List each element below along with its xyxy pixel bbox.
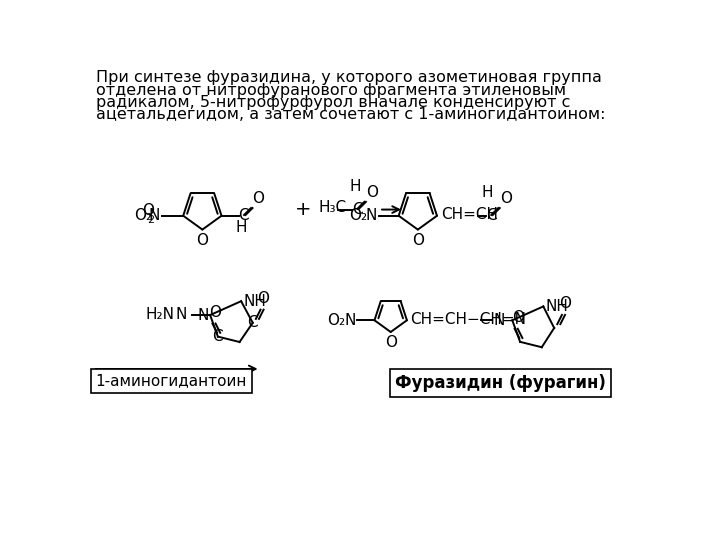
- Text: H₂N: H₂N: [145, 307, 174, 322]
- Text: N: N: [176, 307, 187, 322]
- Text: При синтезе фуразидина, у которого азометиновая группа: При синтезе фуразидина, у которого азоме…: [96, 70, 602, 85]
- Text: H: H: [482, 185, 493, 200]
- Text: 2: 2: [148, 215, 155, 225]
- Text: O: O: [258, 291, 269, 306]
- Text: N: N: [366, 208, 377, 223]
- Text: N: N: [494, 313, 505, 328]
- Text: C: C: [352, 202, 363, 217]
- Text: 1-аминогидантоин: 1-аминогидантоин: [96, 374, 247, 389]
- Text: O: O: [210, 305, 222, 320]
- Text: +: +: [295, 200, 311, 219]
- Text: O: O: [559, 296, 571, 311]
- Text: радикалом, 5-нитрофурфурол вначале конденсируют с: радикалом, 5-нитрофурфурол вначале конде…: [96, 95, 570, 110]
- Text: C: C: [248, 315, 258, 330]
- Text: N: N: [198, 308, 210, 322]
- Text: O: O: [197, 233, 208, 248]
- Text: O: O: [513, 310, 524, 325]
- Text: отделена от нитрофуранового фрагмента этиленовым: отделена от нитрофуранового фрагмента эт…: [96, 83, 567, 98]
- Text: CH=CH−CH=N: CH=CH−CH=N: [410, 312, 526, 327]
- Text: C: C: [212, 329, 223, 344]
- Text: NH: NH: [546, 299, 569, 314]
- Text: H: H: [236, 220, 248, 234]
- Text: O: O: [412, 233, 424, 248]
- Text: C: C: [486, 208, 496, 223]
- Text: O₂: O₂: [134, 208, 152, 223]
- Text: H₃C: H₃C: [319, 200, 347, 215]
- Text: O: O: [500, 191, 512, 206]
- Text: O₂: O₂: [327, 313, 345, 328]
- Text: CH=CH: CH=CH: [441, 207, 498, 222]
- Text: Фуразидин (фурагин): Фуразидин (фурагин): [395, 374, 606, 391]
- Text: O: O: [366, 185, 378, 200]
- Text: O: O: [253, 191, 264, 206]
- Text: O: O: [384, 335, 397, 350]
- Text: N: N: [148, 208, 160, 223]
- Text: ацетальдегидом, а затем сочетают с 1-аминогидантоином:: ацетальдегидом, а затем сочетают с 1-ами…: [96, 107, 606, 122]
- Text: C: C: [238, 208, 249, 223]
- Text: NH: NH: [243, 294, 266, 309]
- Text: H: H: [349, 179, 361, 194]
- Text: O₂: O₂: [349, 208, 368, 223]
- Text: O: O: [142, 203, 154, 218]
- Text: N: N: [344, 313, 356, 328]
